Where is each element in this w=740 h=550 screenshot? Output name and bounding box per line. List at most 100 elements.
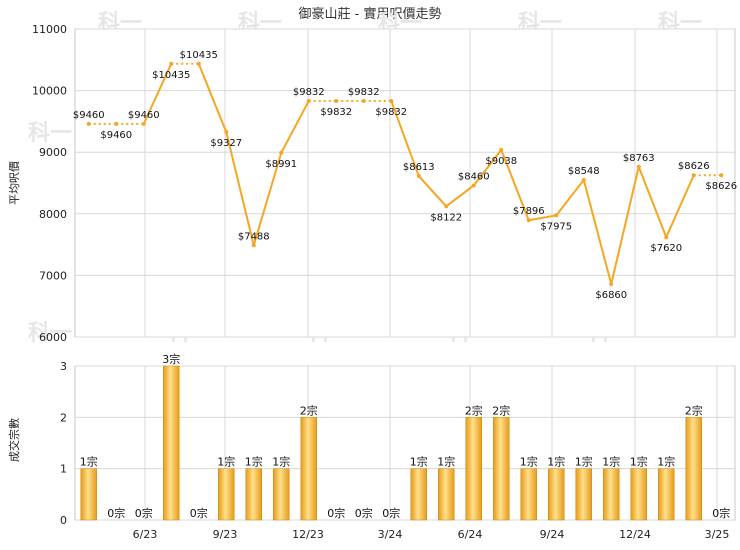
- bar-data-label: 1宗: [547, 455, 565, 469]
- line-point: [114, 121, 119, 126]
- bar-y-tick-label: 3: [60, 360, 67, 373]
- line-point: [416, 174, 421, 179]
- bar: [300, 417, 317, 521]
- line-data-label: $7896: [513, 206, 545, 217]
- line-point: [691, 173, 696, 178]
- bar-data-label: 1宗: [575, 455, 593, 469]
- line-y-tick-label: 7000: [39, 269, 67, 282]
- line-segment: [445, 184, 475, 208]
- bar-data-label: 0宗: [190, 506, 208, 520]
- bar: [658, 468, 675, 521]
- x-tick-label: 12/23: [292, 528, 324, 541]
- watermark-text: 科一: [28, 321, 72, 346]
- bar-data-label: 1宗: [520, 455, 538, 469]
- line-data-label: $9832: [293, 87, 325, 98]
- line-point: [224, 130, 229, 135]
- x-tick-label: 6/23: [133, 528, 158, 541]
- bar-data-label: 1宗: [245, 455, 263, 469]
- line-segment: [472, 149, 503, 187]
- line-y-tick-label: 8000: [39, 208, 67, 221]
- line-point: [141, 121, 146, 126]
- bar: [80, 468, 97, 521]
- bar-data-label: 2宗: [465, 403, 483, 417]
- line-point: [361, 98, 366, 103]
- x-tick-label: 6/24: [458, 528, 483, 541]
- line-point: [609, 282, 614, 287]
- line-point: [719, 173, 724, 178]
- bar: [438, 468, 455, 521]
- line-segment: [665, 174, 695, 238]
- x-tick-label: 9/23: [213, 528, 238, 541]
- line-point: [169, 61, 174, 66]
- line-point: [251, 243, 256, 248]
- bar-y-tick-label: 2: [60, 411, 67, 424]
- line-data-label: $9832: [375, 107, 407, 118]
- line-y-tick-label: 11000: [32, 23, 67, 36]
- line-data-label: $8613: [403, 162, 435, 173]
- bar: [575, 468, 592, 521]
- bar: [273, 468, 290, 521]
- bar-data-label: 0宗: [135, 506, 153, 520]
- x-tick-label: 12/24: [619, 528, 651, 541]
- line-point: [334, 98, 339, 103]
- line-data-label: $8460: [458, 171, 490, 182]
- line-data-label: $9327: [210, 138, 242, 149]
- bar-data-label: 2宗: [492, 403, 510, 417]
- line-segment: [142, 63, 173, 125]
- bar-data-label: 0宗: [107, 506, 125, 520]
- bar: [630, 468, 647, 521]
- line-plot-frame: [74, 28, 736, 338]
- line-data-label: $8122: [430, 212, 462, 223]
- line-point: [86, 121, 91, 126]
- x-tick-label: 9/24: [540, 528, 565, 541]
- x-tick-label: 3/24: [378, 528, 403, 541]
- line-point: [581, 178, 586, 183]
- line-data-label: $9460: [128, 110, 160, 121]
- line-point: [636, 164, 641, 169]
- line-point: [499, 147, 504, 152]
- line-data-label: $7488: [238, 231, 270, 242]
- bar: [218, 468, 235, 521]
- line-data-label: $10435: [152, 70, 190, 81]
- line-point: [389, 98, 394, 103]
- bar-data-label: 1宗: [602, 455, 620, 469]
- line-point: [444, 204, 449, 209]
- line-segment: [280, 100, 310, 154]
- watermark-text: 科一: [28, 121, 72, 146]
- line-segment: [582, 179, 613, 285]
- line-data-label: $8548: [568, 166, 600, 177]
- line-data-label: $10435: [180, 50, 218, 61]
- bar-data-label: 1宗: [657, 455, 675, 469]
- bar-panel: 0 1 2 3 1宗 0宗 0宗 3宗 0宗 1宗 1宗 1宗 2宗 0宗 0宗 0宗 1宗 1宗 2宗 2宗 1宗 1宗…: [60, 352, 736, 541]
- line-data-label: $8626: [705, 181, 737, 192]
- bar-data-label: 2宗: [685, 403, 703, 417]
- line-data-label: $7620: [650, 243, 682, 254]
- line-data-label: $7975: [540, 221, 572, 232]
- line-data-label: $8626: [678, 161, 710, 172]
- bar: [603, 468, 620, 521]
- x-tick-label: 3/25: [705, 528, 730, 541]
- line-data-label: $8763: [623, 153, 655, 164]
- line-point: [664, 235, 669, 240]
- bar-data-label: 1宗: [80, 455, 98, 469]
- line-segment: [225, 131, 255, 246]
- line-data-label: $8991: [265, 159, 297, 170]
- line-point: [279, 150, 284, 155]
- bar-plot-frame: [74, 365, 736, 521]
- line-y-tick-label: 10000: [32, 85, 67, 98]
- line-segment: [610, 166, 640, 285]
- line-point: [196, 61, 201, 66]
- bar-data-label: 1宗: [630, 455, 648, 469]
- bar: [465, 417, 482, 521]
- bar: [245, 468, 262, 521]
- line-data-label: $9460: [73, 110, 105, 121]
- bar-data-label: 3宗: [162, 352, 180, 366]
- bar-data-label: 2宗: [300, 403, 318, 417]
- bar: [163, 365, 180, 521]
- bar-data-label: 0宗: [382, 506, 400, 520]
- line-segment: [197, 63, 228, 133]
- line-segment: [528, 214, 557, 222]
- line-data-label: $9460: [100, 130, 132, 141]
- line-segment: [555, 179, 585, 216]
